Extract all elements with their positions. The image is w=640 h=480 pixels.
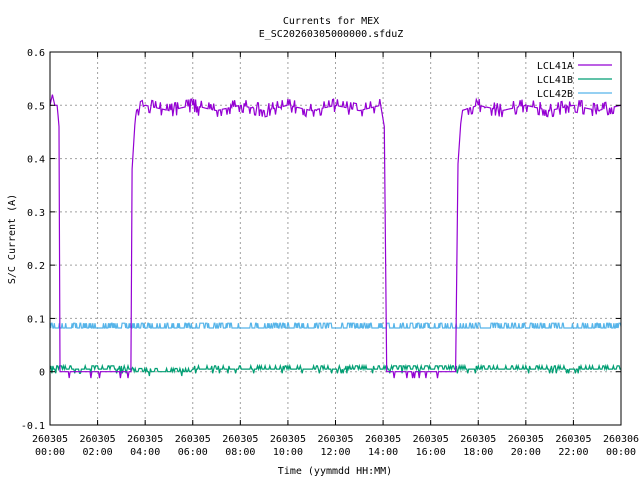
series-line-lcl42b — [49, 322, 622, 329]
x-tick-label-date: 260305 — [127, 434, 163, 445]
x-tick-label-time: 14:00 — [368, 447, 398, 458]
y-tick-label: 0.4 — [27, 155, 45, 166]
y-tick-label: 0.1 — [27, 314, 45, 325]
legend: LCL41A LCL41B LCL42B — [537, 61, 612, 100]
x-tick-label-date: 260305 — [32, 434, 68, 445]
legend-label-lcl42b: LCL42B — [537, 89, 573, 100]
series-line-lcl41b — [49, 363, 621, 377]
x-tick-label-time: 00:00 — [35, 447, 65, 458]
x-tick-label-date: 260305 — [222, 434, 258, 445]
x-tick-label-time: 12:00 — [320, 447, 350, 458]
y-tick-label: 0.6 — [27, 48, 45, 59]
chart-title: Currents for MEX — [283, 16, 379, 27]
x-tick-label-date: 260306 — [603, 434, 639, 445]
y-tick-label: 0.2 — [27, 261, 45, 272]
y-tick-label: 0.3 — [27, 208, 45, 219]
x-tick-label-date: 260305 — [175, 434, 211, 445]
legend-label-lcl41a: LCL41A — [537, 61, 573, 72]
x-tick-label-date: 260305 — [413, 434, 449, 445]
x-tick-label-time: 16:00 — [416, 447, 446, 458]
x-tick-label-time: 04:00 — [130, 447, 160, 458]
x-tick-label-date: 260305 — [555, 434, 591, 445]
x-tick-label-date: 260305 — [80, 434, 116, 445]
x-tick-label-date: 260305 — [365, 434, 401, 445]
x-tick-label-time: 06:00 — [178, 447, 208, 458]
legend-label-lcl41b: LCL41B — [537, 75, 573, 86]
x-tick-label-time: 18:00 — [463, 447, 493, 458]
x-tick-label-date: 260305 — [508, 434, 544, 445]
x-tick-label-time: 00:00 — [606, 447, 636, 458]
y-tick-label: 0 — [39, 368, 45, 379]
x-tick-label-date: 260305 — [270, 434, 306, 445]
series-line-lcl41a — [49, 94, 622, 379]
x-tick-label-time: 20:00 — [511, 447, 541, 458]
x-tick-label-time: 22:00 — [558, 447, 588, 458]
x-tick-label-time: 10:00 — [273, 447, 303, 458]
plot-area — [49, 94, 622, 379]
y-tick-label: 0.5 — [27, 101, 45, 112]
x-tick-label-time: 02:00 — [83, 447, 113, 458]
x-tick-label-time: 08:00 — [225, 447, 255, 458]
x-tick-label-date: 260305 — [460, 434, 496, 445]
chart-subtitle: E_SC20260305000000.sfduZ — [259, 29, 404, 40]
x-tick-label-date: 260305 — [317, 434, 353, 445]
y-tick-label: -0.1 — [21, 421, 45, 432]
y-axis-label: S/C Current (A) — [7, 194, 18, 284]
axes: -0.1 0 0.1 0.2 0.3 0.4 0.5 0.6 260305 00:00 260305… — [21, 48, 639, 458]
x-axis-label: Time (yymmdd HH:MM) — [278, 466, 392, 477]
